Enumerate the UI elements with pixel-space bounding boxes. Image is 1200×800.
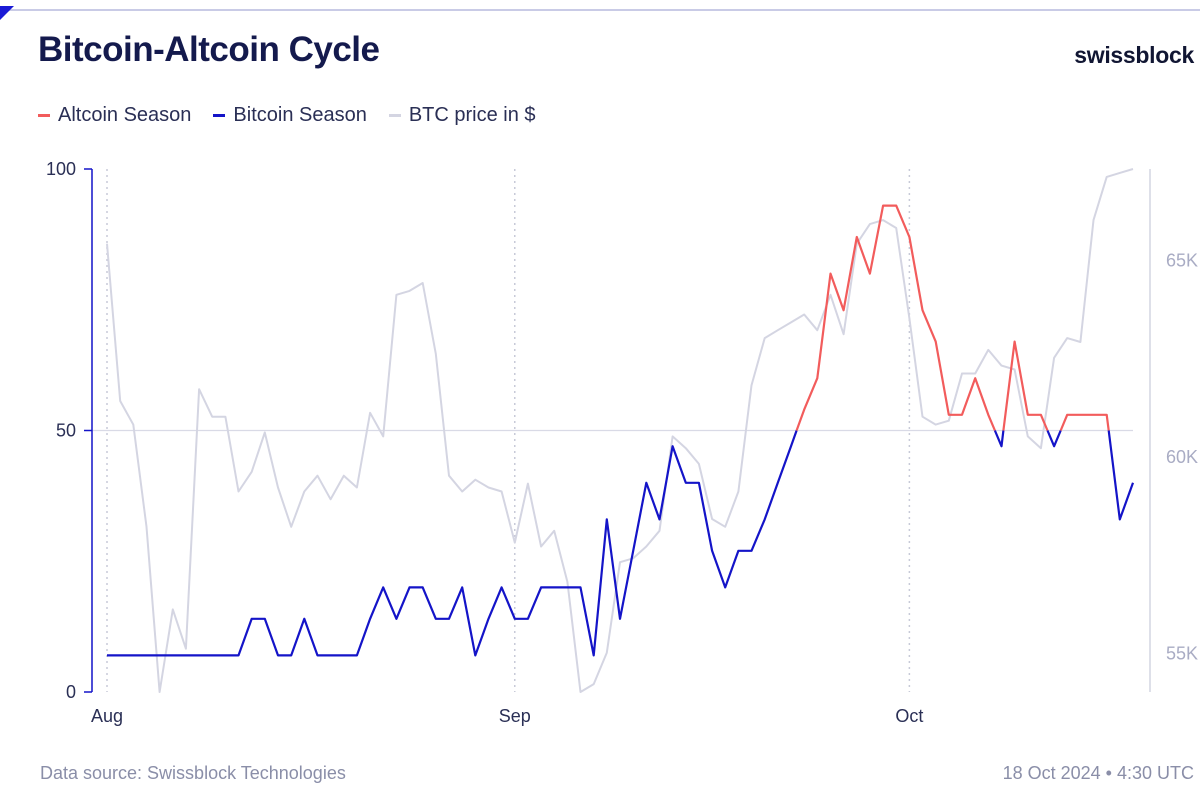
y-left-tick-label-2: 100 [46,159,76,179]
timestamp: 18 Oct 2024 • 4:30 UTC [1002,763,1194,783]
legend-swatch-btc-price [388,114,401,117]
chart-title: Bitcoin-Altcoin Cycle [38,30,380,69]
series-bitcoin-season-segment-2 [993,430,1005,448]
x-tick-label-0: Aug [91,706,123,726]
corner-accent [0,6,14,20]
y-left-tick-label-1: 50 [56,421,76,441]
legend-item-btc-price: BTC price in $ [388,104,536,127]
y-right-tick-label-1: 60K [1166,447,1198,467]
series-bitcoin-season-segment-6 [1107,430,1135,521]
legend-label-bitcoin: Bitcoin Season [233,104,367,126]
top-rule [0,9,1200,11]
series-btc-price-line [106,168,1134,693]
legend-item-bitcoin: Bitcoin Season [213,104,367,127]
legend-swatch-bitcoin [213,114,226,117]
series-altcoin-season-segment-1 [795,204,996,431]
y-right-tick-label-0: 55K [1166,644,1198,664]
legend-swatch-altcoin [38,114,50,117]
series-bitcoin-season-segment-4 [1046,430,1062,448]
series-bitcoin-season-segment-0 [107,430,798,657]
y-left-tick-label-0: 0 [66,682,76,702]
legend-label-btc-price: BTC price in $ [408,104,536,126]
legend-item-altcoin: Altcoin Season [38,104,191,127]
series-altcoin-season-segment-5 [1059,413,1110,431]
legend-label-altcoin: Altcoin Season [58,104,192,126]
x-tick-label-2: Oct [895,706,923,726]
data-source: Data source: Swissblock Technologies [40,763,346,783]
legend: Altcoin Season Bitcoin Season BTC price … [38,104,536,127]
x-tick-label-1: Sep [499,706,531,726]
y-right-tick-label-2: 65K [1166,250,1198,270]
brand-logo: swissblock [1074,42,1194,68]
series-altcoin-season-segment-3 [1002,340,1049,431]
